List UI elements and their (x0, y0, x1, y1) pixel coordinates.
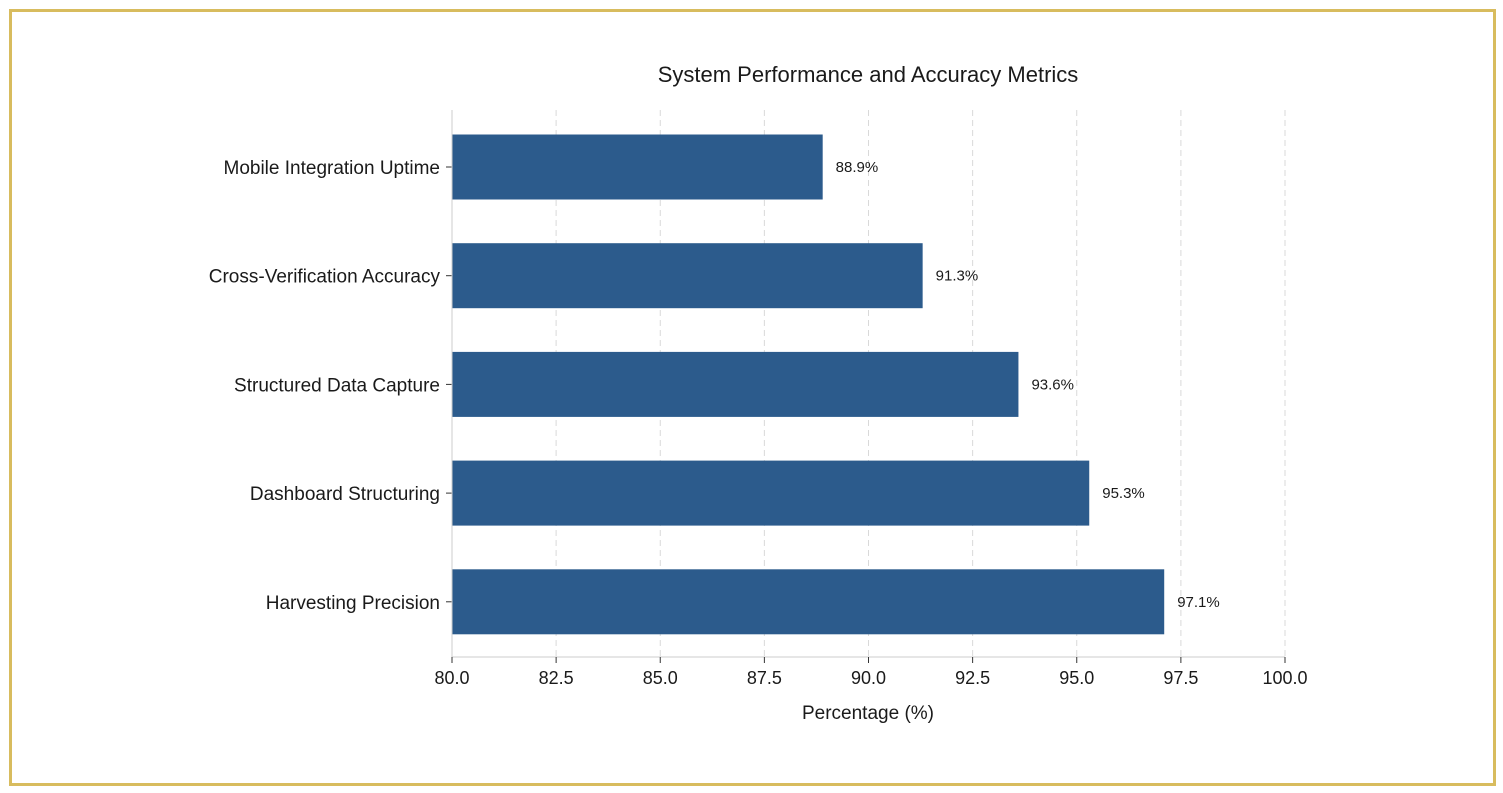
x-tick-label: 100.0 (1262, 668, 1307, 688)
x-tick-label: 85.0 (643, 668, 678, 688)
x-tick-label: 80.0 (434, 668, 469, 688)
bar (452, 569, 1165, 635)
chart-title: System Performance and Accuracy Metrics (657, 62, 1079, 87)
y-tick-label: Mobile Integration Uptime (224, 158, 441, 179)
bar-value-label: 93.6% (1031, 376, 1074, 393)
y-tick-label: Structured Data Capture (234, 375, 440, 396)
bar (452, 134, 823, 200)
bar (452, 243, 923, 309)
x-tick-label: 92.5 (955, 668, 990, 688)
bar (452, 351, 1019, 417)
bars: 88.9% 91.3% 93.6% 95.3% 97.1% (452, 134, 1220, 635)
bar-value-label: 88.9% (836, 159, 879, 176)
x-axis-label: Percentage (%) (802, 703, 934, 724)
bar-value-label: 97.1% (1177, 594, 1220, 611)
x-tick-label: 95.0 (1059, 668, 1094, 688)
x-tick-label: 87.5 (747, 668, 782, 688)
axes: Mobile Integration Uptime Cross-Verificat… (209, 110, 1308, 688)
x-tick-label: 90.0 (851, 668, 886, 688)
bar-value-label: 91.3% (936, 268, 979, 285)
x-tick-label: 97.5 (1163, 668, 1198, 688)
y-tick-label: Harvesting Precision (266, 593, 440, 614)
y-tick-label: Cross-Verification Accuracy (209, 267, 441, 288)
bar (452, 460, 1090, 526)
y-tick-label: Dashboard Structuring (250, 484, 440, 505)
bar-value-label: 95.3% (1102, 485, 1145, 502)
x-tick-label: 82.5 (539, 668, 574, 688)
